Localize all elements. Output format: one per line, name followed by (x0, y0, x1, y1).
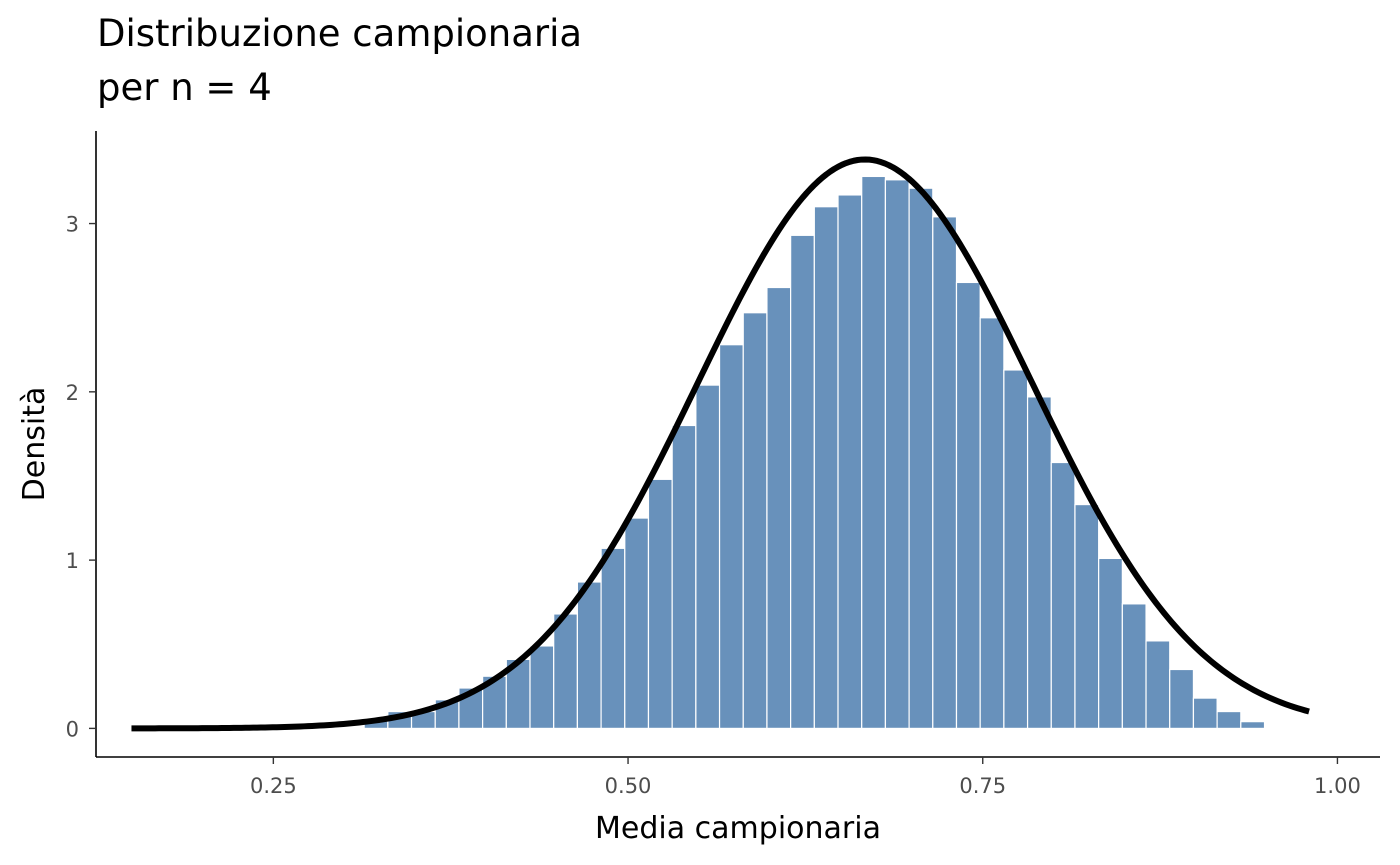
histogram-bar (813, 206, 839, 729)
y-tick-label: 3 (66, 213, 79, 237)
y-tick-label: 1 (66, 549, 79, 573)
histogram-bar (600, 547, 626, 729)
histogram-bar (932, 216, 958, 729)
histogram-bar (908, 187, 934, 729)
histogram-bar (718, 344, 744, 729)
histogram-bar (1121, 603, 1147, 729)
histogram-bar (624, 517, 650, 729)
histogram-bar (529, 645, 555, 729)
y-axis-title: Densità (17, 387, 52, 502)
x-axis-ticks: 0.25 0.50 0.75 1.00 (250, 757, 1361, 798)
histogram-bar (1145, 640, 1171, 729)
histogram-bar (790, 234, 815, 729)
x-axis-title: Media campionaria (595, 811, 881, 846)
histogram-bar (553, 613, 578, 729)
x-tick-label: 0.25 (250, 774, 297, 798)
chart-title-line-2: per n = 4 (97, 66, 272, 109)
histogram-bar (695, 384, 721, 729)
histogram-bar (1240, 721, 1266, 729)
y-tick-label: 0 (66, 717, 79, 741)
y-tick-label: 2 (66, 381, 79, 405)
histogram-bar (1192, 697, 1218, 729)
histogram-bar (1216, 710, 1242, 729)
histogram-bar (837, 194, 863, 729)
x-tick-label: 1.00 (1314, 774, 1361, 798)
histogram-bar (1026, 396, 1052, 729)
histogram-bar (1169, 668, 1195, 729)
histogram-bar (742, 312, 768, 729)
histogram-bars (363, 175, 1266, 729)
histogram-bar (1098, 557, 1123, 729)
histogram-bar (1074, 503, 1100, 729)
histogram-bar (576, 581, 602, 729)
histogram-bar (671, 424, 697, 729)
x-tick-label: 0.50 (605, 774, 652, 798)
histogram-bar (884, 179, 910, 729)
density-curve (131, 156, 1310, 732)
x-tick-label: 0.75 (959, 774, 1006, 798)
y-axis-ticks: 0 1 2 3 (66, 213, 96, 741)
histogram-bar (955, 281, 981, 729)
chart-title-line-1: Distribuzione campionaria (97, 12, 583, 55)
histogram-bar (1050, 461, 1076, 729)
histogram-bar (766, 286, 792, 729)
histogram-bar (979, 317, 1005, 729)
histogram-bar (1003, 369, 1029, 729)
histogram-bar (861, 175, 887, 729)
histogram-bar (647, 478, 673, 729)
